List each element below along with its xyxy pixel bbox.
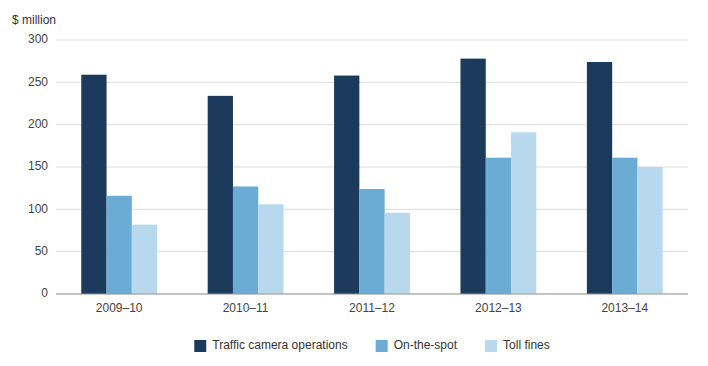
- bar: Toll fines: 106: [258, 204, 283, 294]
- bar: Traffic camera operations: 258: [334, 76, 359, 294]
- bar: Traffic camera operations: 278: [460, 59, 485, 294]
- bar: Traffic camera operations: 259: [81, 75, 106, 294]
- legend-item: Traffic camera operations: [194, 338, 347, 352]
- grid: [56, 40, 688, 294]
- legend-item: On-the-spot: [376, 338, 458, 352]
- legend: Traffic camera operations On-the-spot Toll…: [194, 338, 549, 352]
- chart-container: 0 50 100 150 200 250 300 $ million Traffic camer…: [0, 0, 708, 366]
- y-tick-label: 200: [28, 117, 48, 131]
- x-tick-label: 2010–11: [223, 301, 269, 315]
- grid-line: [56, 294, 688, 295]
- legend-label: On-the-spot: [394, 338, 458, 352]
- bar: On-the-spot: 161: [486, 158, 511, 294]
- legend-label: Toll fines: [503, 338, 550, 352]
- legend-item: Toll fines: [485, 338, 550, 352]
- bar: Toll fines: 191: [511, 132, 536, 294]
- y-tick-label: 300: [28, 32, 48, 46]
- x-axis: 2009–10 2010–11 2011–12 2012–13 2013–14: [56, 294, 688, 315]
- bar: Traffic camera operations: 234: [208, 96, 233, 294]
- x-tick-label: 2011–12: [349, 301, 395, 315]
- grid-line: [56, 40, 688, 41]
- bar: Toll fines: 96: [385, 213, 410, 294]
- y-axis: 0 50 100 150 200 250 300: [28, 32, 48, 300]
- legend-swatch: [485, 340, 497, 352]
- bar: On-the-spot: 161: [612, 158, 637, 294]
- legend-swatch: [194, 340, 206, 352]
- bar: On-the-spot: 127: [233, 186, 258, 294]
- y-tick-label: 150: [28, 159, 48, 173]
- series: Toll fines: 82 Toll fines: 106 Toll fines:…: [132, 132, 663, 294]
- y-tick-label: 250: [28, 75, 48, 89]
- x-tick-label: 2012–13: [475, 301, 522, 315]
- bar: Toll fines: 82: [132, 225, 157, 294]
- bar: On-the-spot: 124: [359, 189, 384, 294]
- y-axis-label: $ million: [12, 13, 56, 27]
- y-tick-label: 50: [35, 244, 49, 258]
- legend-swatch: [376, 340, 388, 352]
- series: On-the-spot: 116 On-the-spot: 127 On-the-s…: [107, 158, 638, 294]
- series: Traffic camera operations: 259 Traffic ca…: [81, 59, 612, 294]
- y-tick-label: 0: [41, 286, 48, 300]
- x-tick-label: 2013–14: [601, 301, 648, 315]
- bar: Traffic camera operations: 274: [587, 62, 612, 294]
- bar: On-the-spot: 116: [107, 196, 132, 294]
- chart: 0 50 100 150 200 250 300 $ million Traffic camer…: [0, 0, 708, 366]
- legend-label: Traffic camera operations: [212, 338, 347, 352]
- bar: Toll fines: 150: [637, 167, 662, 294]
- bars: Traffic camera operations: 259 Traffic ca…: [81, 59, 662, 294]
- y-tick-label: 100: [28, 202, 48, 216]
- x-axis-line: [56, 294, 688, 295]
- x-tick-label: 2009–10: [96, 301, 143, 315]
